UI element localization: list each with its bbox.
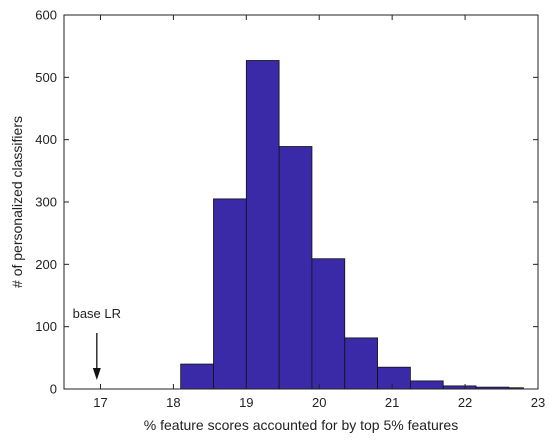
x-tick-label: 21 (385, 395, 399, 410)
y-tick-label: 600 (35, 8, 57, 23)
y-axis-label: # of personalized classifiers (9, 116, 25, 288)
base-lr-label: base LR (73, 306, 121, 321)
x-axis-ticks: 17 18 19 20 21 22 23 (93, 15, 545, 410)
histogram-bar-3 (278, 146, 313, 390)
y-tick-label: 0 (50, 382, 57, 397)
x-tick-label: 17 (93, 395, 107, 410)
y-tick-label: 100 (35, 319, 57, 334)
x-tick-label: 19 (239, 395, 253, 410)
y-axis-ticks: 0 100 200 300 400 500 600 (35, 8, 538, 397)
histogram-bar-5 (344, 337, 378, 390)
x-axis-label: % feature scores accounted for by top 5%… (144, 417, 458, 433)
x-tick-label: 20 (312, 395, 326, 410)
y-tick-label: 200 (35, 257, 57, 272)
y-tick-label: 500 (35, 70, 57, 85)
histogram-bar-0 (180, 363, 214, 390)
histogram-bar-7 (409, 380, 444, 390)
histogram-bar-2 (245, 60, 280, 390)
y-tick-label: 300 (35, 195, 57, 210)
base-lr-arrowhead-icon (92, 368, 101, 380)
histogram-bar-6 (377, 366, 411, 390)
histogram-bar-1 (213, 198, 247, 390)
y-tick-label: 400 (35, 132, 57, 147)
histogram-bar-4 (311, 258, 346, 390)
x-tick-label: 22 (458, 395, 472, 410)
base-lr-annotation: base LR (73, 306, 121, 380)
x-tick-label: 23 (531, 395, 545, 410)
histogram-bars (180, 60, 524, 390)
x-tick-label: 18 (166, 395, 180, 410)
